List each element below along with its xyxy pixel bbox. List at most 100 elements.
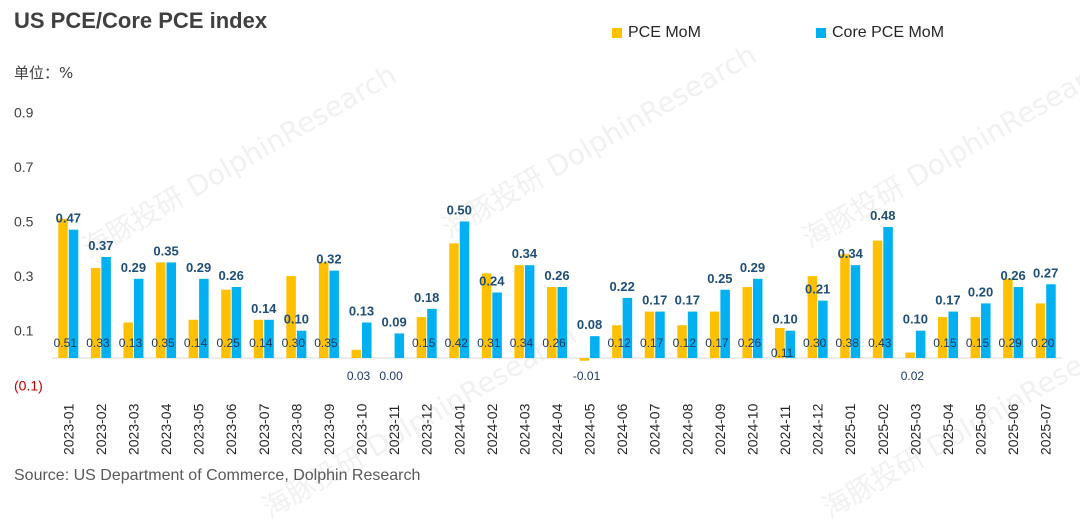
y-tick-label: 0.1	[14, 323, 34, 339]
pce-data-label: 0.31	[477, 336, 501, 350]
core-pce-data-label: 0.37	[88, 238, 113, 253]
core-pce-data-label: 0.48	[870, 208, 895, 223]
pce-data-label: 0.33	[86, 336, 110, 350]
source-note: Source: US Department of Commerce, Dolph…	[14, 467, 420, 485]
x-tick-label: 2023-10	[354, 403, 370, 455]
core-pce-data-label: 0.35	[153, 243, 178, 258]
x-tick-label: 2023-01	[60, 403, 76, 455]
pce-data-label: 0.00	[379, 369, 403, 383]
pce-data-label: 0.34	[510, 336, 534, 350]
pce-data-label: -0.01	[573, 369, 601, 383]
pce-data-label: 0.25	[217, 336, 241, 350]
y-tick-label: (0.1)	[14, 377, 43, 393]
x-tick-label: 2025-04	[940, 403, 956, 455]
core-pce-data-label: 0.10	[772, 312, 797, 327]
pce-data-label: 0.12	[607, 336, 631, 350]
pce-data-label: 0.51	[54, 336, 78, 350]
core-pce-data-label: 0.17	[935, 293, 960, 308]
core-pce-data-label: 0.22	[610, 279, 635, 294]
core-pce-data-label: 0.27	[1033, 265, 1058, 280]
y-tick-label: 0.9	[14, 104, 34, 120]
pce-data-label: 0.42	[445, 336, 469, 350]
pce-data-label: 0.26	[542, 336, 566, 350]
x-tick-label: 2023-12	[419, 403, 435, 455]
core-pce-data-label: 0.32	[316, 252, 341, 267]
core-pce-bar	[916, 331, 926, 358]
y-tick-label: 0.7	[14, 159, 34, 175]
core-pce-data-label: 0.26	[1000, 268, 1025, 283]
pce-data-label: 0.17	[705, 336, 729, 350]
core-pce-data-label: 0.20	[968, 284, 993, 299]
pce-data-label: 0.14	[184, 336, 208, 350]
core-pce-bar	[362, 323, 372, 358]
x-tick-label: 2025-02	[875, 403, 891, 455]
core-pce-data-label: 0.25	[707, 271, 732, 286]
x-tick-label: 2024-11	[777, 404, 793, 455]
core-pce-data-label: 0.47	[56, 211, 81, 226]
pce-data-label: 0.12	[673, 336, 697, 350]
pce-data-label: 0.17	[640, 336, 664, 350]
pce-data-label: 0.35	[314, 336, 338, 350]
x-tick-label: 2023-05	[191, 403, 207, 455]
pce-data-label: 0.38	[836, 336, 860, 350]
core-pce-data-label: 0.26	[544, 268, 569, 283]
x-tick-label: 2025-06	[1005, 403, 1021, 455]
core-pce-data-label: 0.24	[479, 273, 505, 288]
core-pce-bar	[590, 336, 600, 358]
pce-data-label: 0.02	[901, 369, 925, 383]
core-pce-data-label: 0.10	[903, 312, 928, 327]
x-tick-label: 2024-09	[712, 403, 728, 455]
core-pce-data-label: 0.26	[219, 268, 244, 283]
pce-data-label: 0.43	[868, 336, 892, 350]
pce-bar	[352, 350, 362, 358]
core-pce-data-label: 0.29	[186, 260, 211, 275]
x-tick-label: 2024-12	[810, 403, 826, 455]
core-pce-data-label: 0.50	[447, 203, 472, 218]
core-pce-data-label: 0.14	[251, 301, 277, 316]
x-tick-label: 2023-07	[256, 403, 272, 455]
pce-bar	[580, 358, 590, 361]
core-pce-bar	[688, 312, 698, 358]
pce-data-label: 0.30	[282, 336, 306, 350]
pce-data-label: 0.13	[119, 336, 143, 350]
pce-data-label: 0.20	[1031, 336, 1055, 350]
x-tick-label: 2025-01	[842, 403, 858, 455]
y-tick-label: 0.5	[14, 214, 34, 230]
pce-bar	[905, 353, 915, 358]
x-tick-label: 2023-04	[158, 403, 174, 455]
x-tick-label: 2024-04	[549, 403, 565, 455]
core-pce-data-label: 0.34	[838, 246, 864, 261]
pce-data-label: 0.15	[966, 336, 990, 350]
pce-data-label: 0.30	[803, 336, 827, 350]
x-tick-label: 2023-11	[386, 404, 402, 455]
x-tick-label: 2023-02	[93, 403, 109, 455]
core-pce-bar	[948, 312, 958, 358]
x-tick-label: 2024-08	[679, 403, 695, 455]
core-pce-data-label: 0.08	[577, 317, 602, 332]
x-tick-label: 2025-07	[1038, 403, 1054, 455]
core-pce-data-label: 0.09	[381, 314, 406, 329]
pce-bar	[645, 312, 655, 358]
core-pce-data-label: 0.21	[805, 282, 830, 297]
core-pce-bar	[655, 312, 665, 358]
core-pce-data-label: 0.17	[642, 293, 667, 308]
core-pce-data-label: 0.13	[349, 304, 374, 319]
pce-data-label: 0.29	[998, 336, 1022, 350]
x-tick-label: 2024-03	[516, 403, 532, 455]
pce-data-label: 0.14	[249, 336, 273, 350]
x-tick-label: 2024-07	[647, 403, 663, 455]
pce-data-label: 0.26	[738, 336, 762, 350]
x-tick-label: 2023-03	[125, 403, 141, 455]
x-tick-label: 2024-10	[744, 403, 760, 455]
core-pce-data-label: 0.10	[284, 312, 309, 327]
x-tick-label: 2023-09	[321, 403, 337, 455]
x-tick-label: 2024-01	[451, 403, 467, 455]
core-pce-data-label: 0.34	[512, 246, 538, 261]
x-tick-label: 2023-08	[288, 403, 304, 455]
pce-data-label: 0.15	[933, 336, 957, 350]
x-tick-label: 2025-05	[973, 403, 989, 455]
core-pce-data-label: 0.29	[740, 260, 765, 275]
core-pce-data-label: 0.17	[675, 293, 700, 308]
x-tick-label: 2025-03	[907, 403, 923, 455]
bar-chart: 0.90.70.50.30.1(0.1)0.510.472023-010.330…	[0, 0, 1080, 507]
